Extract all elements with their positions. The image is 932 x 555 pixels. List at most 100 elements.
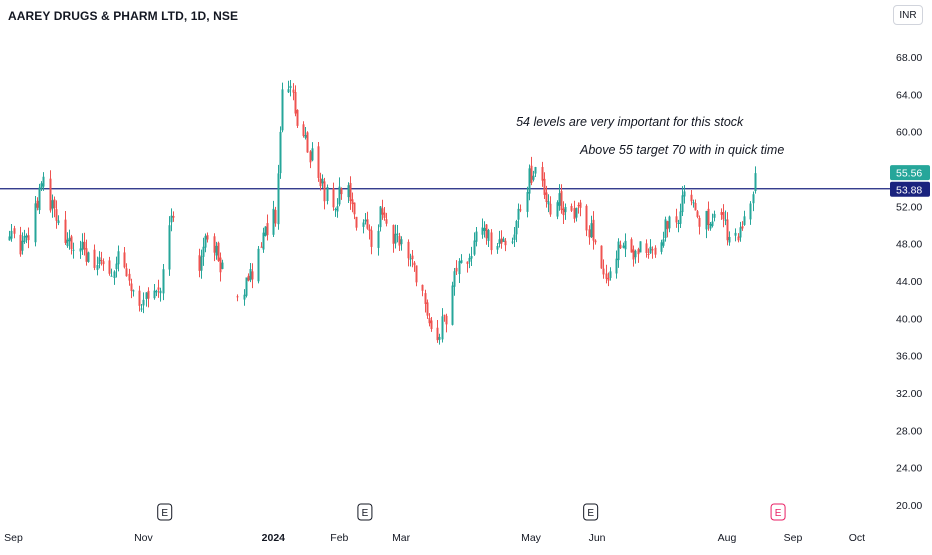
earnings-marker[interactable]: E xyxy=(357,503,373,521)
candle xyxy=(385,212,388,227)
candle-body xyxy=(108,260,111,274)
candle xyxy=(713,210,716,222)
candle xyxy=(383,207,386,221)
candle-body xyxy=(694,203,697,211)
candle-body xyxy=(260,246,263,248)
candle-body xyxy=(526,192,529,212)
candle xyxy=(588,225,591,245)
earnings-label: E xyxy=(775,508,782,519)
candle-body xyxy=(415,265,418,283)
time-tick-label: Aug xyxy=(718,532,737,544)
candle xyxy=(502,236,505,242)
candle-body xyxy=(573,208,576,219)
candle xyxy=(579,199,582,217)
candle-body xyxy=(696,211,699,217)
candle-body xyxy=(27,235,30,241)
earnings-marker[interactable]: E xyxy=(770,503,786,521)
candle-body xyxy=(605,273,608,279)
candle xyxy=(543,172,546,200)
candle xyxy=(379,205,382,232)
candle xyxy=(709,221,712,231)
time-tick-label: Oct xyxy=(849,532,865,544)
candle xyxy=(590,215,593,238)
candle-body xyxy=(25,235,28,238)
price-badges-layer: 55.56 53.88 xyxy=(890,165,930,197)
candle-body xyxy=(451,285,454,325)
candle xyxy=(108,256,111,276)
candle xyxy=(394,224,397,249)
candle-body xyxy=(351,199,354,205)
candle xyxy=(483,221,486,238)
candle-body xyxy=(138,290,141,306)
candle-body xyxy=(170,215,173,223)
current-price-label: 55.56 xyxy=(896,168,922,180)
candle xyxy=(575,207,578,222)
candle-body xyxy=(409,258,412,260)
chart-title: AAREY DRUGS & PHARM LTD, 1D, NSE xyxy=(8,9,239,23)
earnings-marker[interactable]: E xyxy=(583,503,599,521)
candle-body xyxy=(545,192,548,203)
candle xyxy=(10,223,13,242)
candle-body xyxy=(81,241,84,250)
candle xyxy=(370,226,373,255)
candle-body xyxy=(392,225,395,244)
candle xyxy=(113,270,116,285)
candle-body xyxy=(532,175,535,180)
candle-body xyxy=(36,200,39,208)
candle-body xyxy=(83,241,86,250)
candle-body xyxy=(511,241,514,243)
candle-body xyxy=(705,210,708,230)
candle xyxy=(737,233,740,243)
candle-body xyxy=(515,221,518,235)
candle-body xyxy=(707,208,710,226)
currency-button[interactable]: INR xyxy=(893,5,923,25)
candle xyxy=(245,277,248,298)
candle xyxy=(115,256,118,278)
earnings-marker[interactable]: E xyxy=(157,503,173,521)
price-tick-label: 44.00 xyxy=(896,276,922,288)
candle-body xyxy=(57,220,60,224)
candle-body xyxy=(219,257,222,273)
candle xyxy=(436,320,439,343)
candle-body xyxy=(594,240,597,243)
candle xyxy=(292,83,295,101)
candle xyxy=(490,229,493,255)
candle xyxy=(487,228,490,248)
candle-body xyxy=(294,92,297,114)
candles-layer xyxy=(8,80,757,345)
candle xyxy=(692,199,695,208)
candle-body xyxy=(42,176,45,187)
candle xyxy=(651,246,654,259)
earnings-label: E xyxy=(161,508,168,519)
candle-body xyxy=(317,146,320,178)
candle xyxy=(64,210,67,245)
candle-body xyxy=(558,193,561,206)
candle xyxy=(511,237,514,245)
candle-body xyxy=(306,132,309,153)
candle xyxy=(668,215,671,233)
candle xyxy=(66,232,69,248)
candle-body xyxy=(649,246,652,254)
candle xyxy=(679,203,682,228)
candle xyxy=(274,206,277,227)
annotation-text: 54 levels are very important for this st… xyxy=(516,115,744,129)
candle xyxy=(289,80,292,97)
candle-body xyxy=(445,315,448,325)
candle xyxy=(677,219,680,233)
candle xyxy=(415,265,418,287)
candle-body xyxy=(475,231,478,242)
candle-body xyxy=(430,320,433,329)
candle-body xyxy=(272,208,275,235)
candle xyxy=(366,211,369,230)
candle xyxy=(219,252,222,282)
candle-body xyxy=(754,173,757,192)
candle-body xyxy=(100,259,103,261)
candle-body xyxy=(217,242,220,261)
candle xyxy=(93,244,96,271)
candle-body xyxy=(68,237,71,242)
candle xyxy=(294,85,297,117)
candle xyxy=(573,200,576,223)
candle xyxy=(409,253,412,267)
